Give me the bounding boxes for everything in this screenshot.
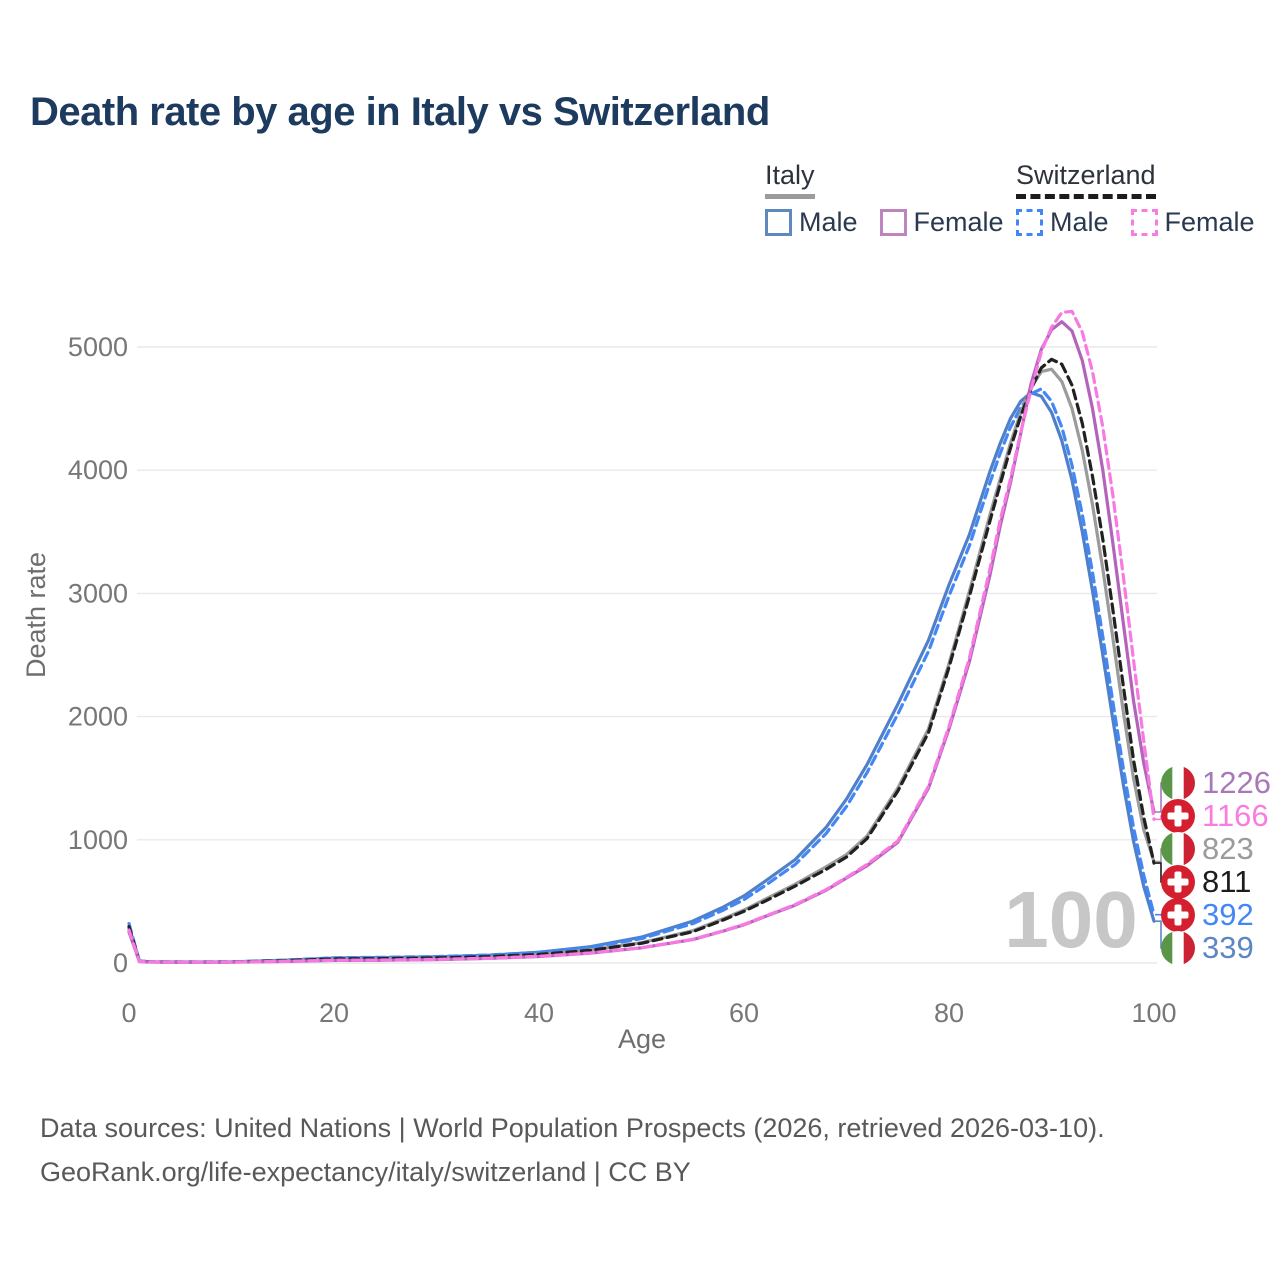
italy-flag-icon [1161, 832, 1195, 866]
legend-item-label: Female [913, 207, 1004, 237]
y-tick-label: 3000 [68, 578, 128, 608]
legend-item-label: Male [1050, 207, 1109, 237]
legend-row-switzerland: Male Female [1016, 207, 1277, 238]
y-tick-label: 0 [113, 948, 128, 978]
end-value-label: 823 [1202, 831, 1254, 866]
legend-header-switzerland[interactable]: Switzerland [1016, 160, 1156, 199]
legend-header-italy[interactable]: Italy [765, 160, 815, 199]
legend-item-label: Female [1164, 207, 1255, 237]
age-cursor-label: 100 [1004, 875, 1137, 964]
end-value-label: 1166 [1202, 798, 1269, 833]
x-tick-label: 0 [121, 998, 136, 1028]
x-tick-label: 40 [524, 998, 554, 1028]
end-value-label: 392 [1202, 897, 1254, 932]
series-line-switzerland-total[interactable] [127, 357, 1156, 964]
y-tick-label: 4000 [68, 455, 128, 485]
swiss-flag-icon [1161, 898, 1195, 932]
end-value-label: 1226 [1202, 765, 1271, 800]
x-axis-title: Age [618, 1024, 666, 1054]
series-line-italy-total[interactable] [127, 367, 1156, 964]
switzerland-male-swatch-icon [1016, 209, 1043, 236]
swiss-flag-icon [1161, 865, 1195, 899]
switzerland-female-swatch-icon [1130, 209, 1158, 236]
page-title: Death rate by age in Italy vs Switzerlan… [30, 90, 770, 134]
legend-item-italy-female[interactable]: Female [879, 207, 1004, 238]
x-tick-label: 60 [729, 998, 759, 1028]
swiss-flag-icon [1161, 799, 1195, 833]
legend-item-switzerland-female[interactable]: Female [1130, 207, 1255, 238]
legend-item-italy-male[interactable]: Male [765, 207, 858, 238]
italy-female-swatch-icon [879, 209, 907, 236]
end-value-label: 811 [1202, 864, 1251, 899]
legend-row-italy: Male Female [765, 207, 1026, 238]
italy-male-swatch-icon [765, 209, 792, 236]
legend-item-label: Male [799, 207, 858, 237]
legend-item-switzerland-male[interactable]: Male [1016, 207, 1109, 238]
italy-flag-icon [1161, 931, 1195, 965]
y-tick-label: 5000 [68, 332, 128, 362]
legend-group-italy: Italy Male Female [765, 160, 1026, 238]
y-tick-label: 1000 [68, 825, 128, 855]
series-layer [127, 309, 1156, 964]
series-line-italy-female[interactable] [127, 320, 1156, 964]
end-value-label: 339 [1202, 930, 1254, 965]
legend-group-switzerland: Switzerland Male Female [1016, 160, 1277, 238]
footer: Data sources: United Nations | World Pop… [40, 1106, 1105, 1194]
x-tick-label: 20 [319, 998, 349, 1028]
italy-flag-icon [1161, 766, 1195, 800]
y-axis-title: Death rate [21, 552, 51, 678]
y-tick-label: 2000 [68, 702, 128, 732]
x-tick-label: 80 [934, 998, 964, 1028]
series-line-switzerland-female[interactable] [127, 309, 1156, 964]
attribution-line: GeoRank.org/life-expectancy/italy/switze… [40, 1157, 691, 1187]
x-tick-label: 100 [1131, 998, 1176, 1028]
data-sources-line: Data sources: United Nations | World Pop… [40, 1113, 1105, 1143]
